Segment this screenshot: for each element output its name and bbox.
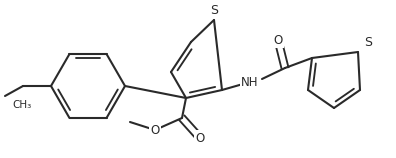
Text: O: O (273, 33, 283, 46)
Text: CH₃: CH₃ (12, 100, 32, 110)
Text: S: S (364, 36, 372, 49)
Text: O: O (150, 124, 160, 137)
Text: NH: NH (241, 76, 259, 88)
Text: S: S (210, 3, 218, 16)
Text: O: O (195, 131, 205, 145)
